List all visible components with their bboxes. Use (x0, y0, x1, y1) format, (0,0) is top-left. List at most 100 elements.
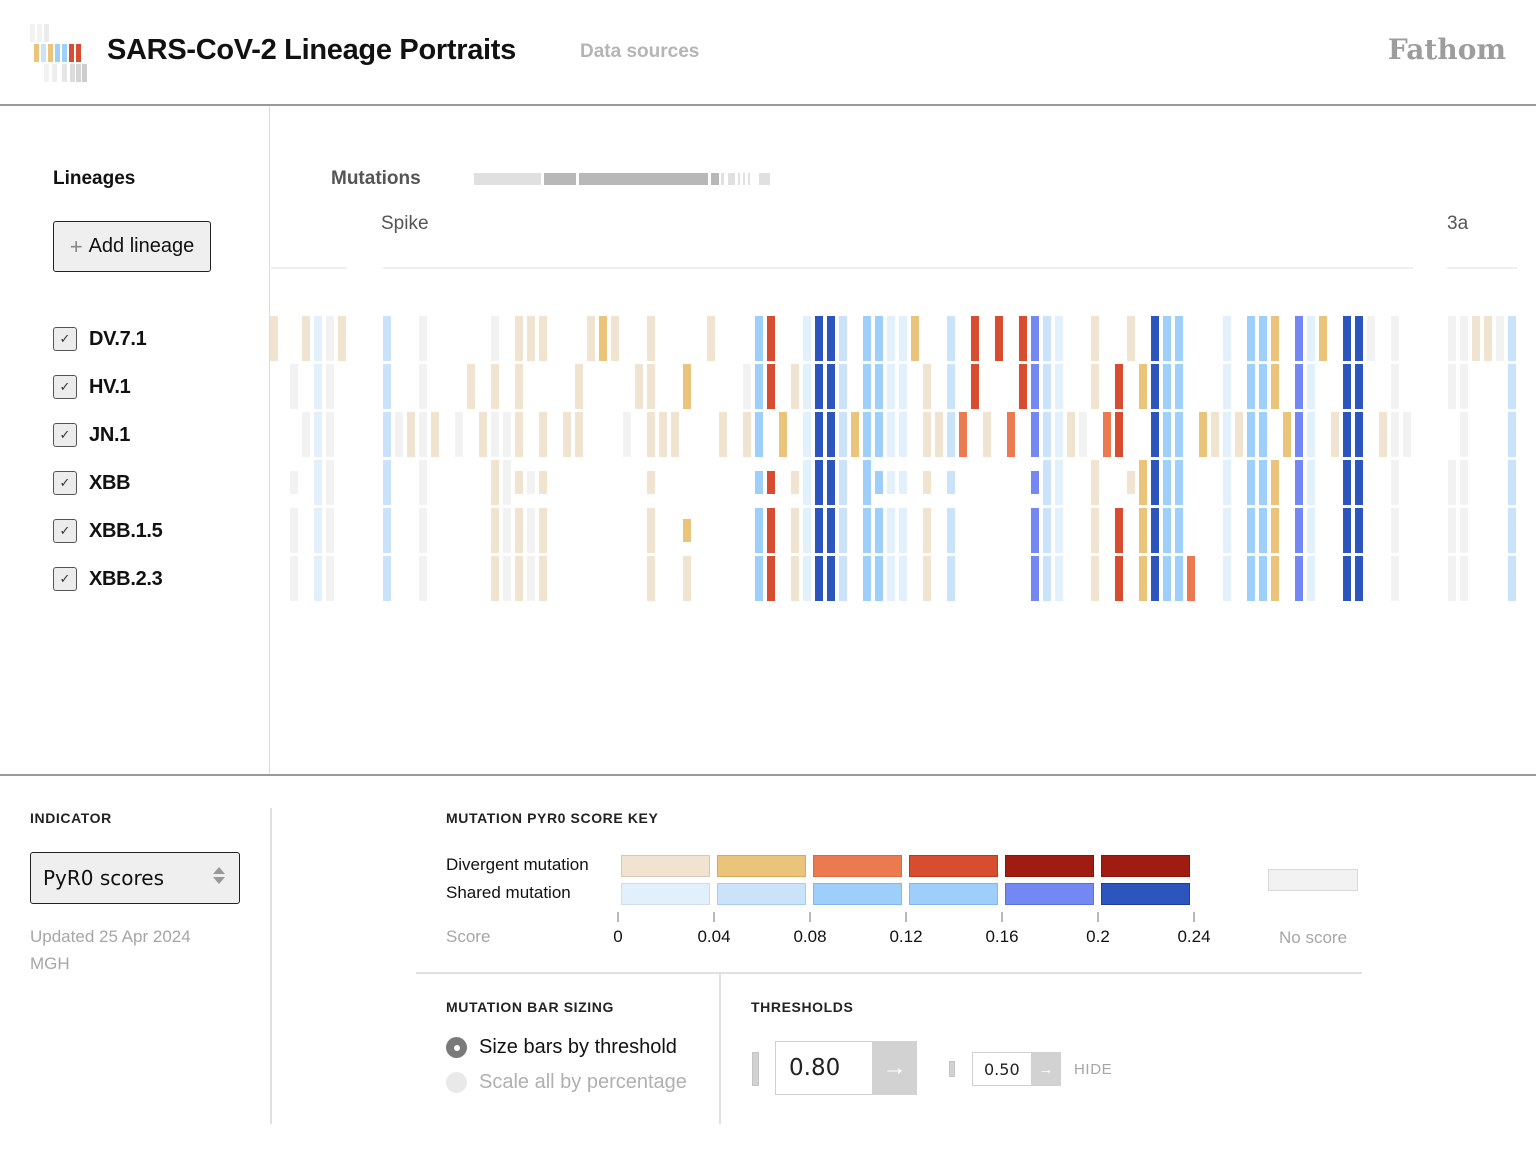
mutation-bar[interactable] (839, 460, 847, 505)
mutation-bar[interactable] (1448, 460, 1456, 505)
mutation-bar[interactable] (1259, 556, 1267, 601)
mutation-bar[interactable] (383, 508, 391, 553)
mutation-bar[interactable] (1199, 412, 1207, 457)
mutation-bar[interactable] (1175, 316, 1183, 361)
mutation-bar[interactable] (455, 412, 463, 457)
mutation-bar[interactable] (851, 412, 859, 457)
mutation-bar[interactable] (491, 316, 499, 361)
mutation-bar[interactable] (431, 412, 439, 457)
mutation-bar[interactable] (1448, 364, 1456, 409)
mutation-bar[interactable] (647, 471, 655, 494)
mutation-bar[interactable] (419, 364, 427, 409)
mutation-bar[interactable] (1211, 412, 1219, 457)
mutation-bar[interactable] (923, 471, 931, 494)
mutation-bar[interactable] (1319, 316, 1327, 361)
mutation-bar[interactable] (791, 364, 799, 409)
mutation-bar[interactable] (539, 471, 547, 494)
mutation-bar[interactable] (899, 471, 907, 494)
mutation-bar[interactable] (767, 316, 775, 361)
mutation-bar[interactable] (1043, 508, 1051, 553)
mutation-bar[interactable] (647, 364, 655, 409)
mutation-bar[interactable] (887, 471, 895, 494)
mutation-bar[interactable] (1151, 508, 1159, 553)
mutation-bar[interactable] (1103, 412, 1111, 457)
mutation-bar[interactable] (383, 364, 391, 409)
mutation-bar[interactable] (1163, 460, 1171, 505)
mutation-bar[interactable] (779, 412, 787, 457)
mutation-bar[interactable] (1043, 460, 1051, 505)
mutation-bar[interactable] (1139, 556, 1147, 601)
mutation-bar[interactable] (1307, 460, 1315, 505)
mutation-bar[interactable] (863, 316, 871, 361)
mutation-bar[interactable] (1091, 364, 1099, 409)
mutation-bar[interactable] (815, 364, 823, 409)
mutation-bar[interactable] (1247, 556, 1255, 601)
mutation-bar[interactable] (326, 364, 334, 409)
threshold-primary-apply-button[interactable]: → (872, 1041, 917, 1095)
mutation-bar[interactable] (326, 412, 334, 457)
mutation-bar[interactable] (803, 316, 811, 361)
checkbox-checked-icon[interactable]: ✓ (53, 567, 77, 591)
mutation-bar[interactable] (314, 364, 322, 409)
mutation-bar[interactable] (1508, 412, 1516, 457)
mutation-bar[interactable] (959, 412, 967, 457)
mutation-bar[interactable] (1460, 460, 1468, 505)
mutation-bar[interactable] (767, 508, 775, 553)
mutation-bar[interactable] (1508, 556, 1516, 601)
mutation-bar[interactable] (1271, 316, 1279, 361)
mutation-bar[interactable] (1460, 412, 1468, 457)
mutation-bar[interactable] (755, 508, 763, 553)
data-sources-link[interactable]: Data sources (580, 41, 700, 62)
overview-segment[interactable] (474, 173, 541, 185)
mutation-bar[interactable] (875, 508, 883, 553)
mutation-bar[interactable] (611, 316, 619, 361)
mutation-bar[interactable] (1355, 460, 1363, 505)
mutation-bar[interactable] (539, 412, 547, 457)
mutation-bar[interactable] (302, 412, 310, 457)
mutation-bar[interactable] (947, 364, 955, 409)
mutation-bar[interactable] (503, 556, 511, 601)
mutation-bar[interactable] (1223, 460, 1231, 505)
mutation-bar[interactable] (599, 316, 607, 361)
mutation-bar[interactable] (803, 556, 811, 601)
overview-segment[interactable] (579, 173, 708, 185)
hide-button[interactable]: HIDE (1074, 1061, 1113, 1078)
mutation-bar[interactable] (1367, 316, 1375, 361)
lineage-item-hv1[interactable]: ✓ HV.1 (53, 374, 131, 400)
mutation-bar[interactable] (839, 412, 847, 457)
mutation-bar[interactable] (1448, 508, 1456, 553)
mutation-bar[interactable] (1223, 316, 1231, 361)
mutation-bar[interactable] (527, 508, 535, 553)
mutation-bar[interactable] (491, 364, 499, 409)
overview-segment[interactable] (748, 173, 750, 185)
mutation-bar[interactable] (1379, 412, 1387, 457)
mutation-bar[interactable] (527, 556, 535, 601)
mutation-bar[interactable] (767, 556, 775, 601)
mutation-bar[interactable] (863, 460, 871, 505)
mutation-bar[interactable] (1343, 316, 1351, 361)
mutation-bar[interactable] (515, 471, 523, 494)
indicator-select[interactable]: PyR0 scores (30, 852, 240, 904)
mutation-bar[interactable] (743, 412, 751, 457)
mutation-bar[interactable] (527, 316, 535, 361)
mutation-bar[interactable] (815, 460, 823, 505)
mutation-bar[interactable] (827, 556, 835, 601)
mutation-bar[interactable] (791, 556, 799, 601)
mutation-bar[interactable] (515, 508, 523, 553)
mutation-bar[interactable] (815, 412, 823, 457)
mutation-bar[interactable] (683, 364, 691, 409)
mutation-bar[interactable] (947, 316, 955, 361)
mutation-bar[interactable] (419, 460, 427, 505)
mutation-bar[interactable] (1355, 316, 1363, 361)
mutation-bar[interactable] (803, 508, 811, 553)
checkbox-checked-icon[interactable]: ✓ (53, 327, 77, 351)
mutation-bar[interactable] (1055, 508, 1063, 553)
mutation-bar[interactable] (383, 460, 391, 505)
mutation-bar[interactable] (1091, 508, 1099, 553)
mutation-bar[interactable] (1163, 412, 1171, 457)
mutation-bar[interactable] (1139, 364, 1147, 409)
mutation-bar[interactable] (1259, 316, 1267, 361)
mutation-bar[interactable] (1355, 556, 1363, 601)
mutation-bar[interactable] (1343, 412, 1351, 457)
mutation-bar[interactable] (1175, 508, 1183, 553)
